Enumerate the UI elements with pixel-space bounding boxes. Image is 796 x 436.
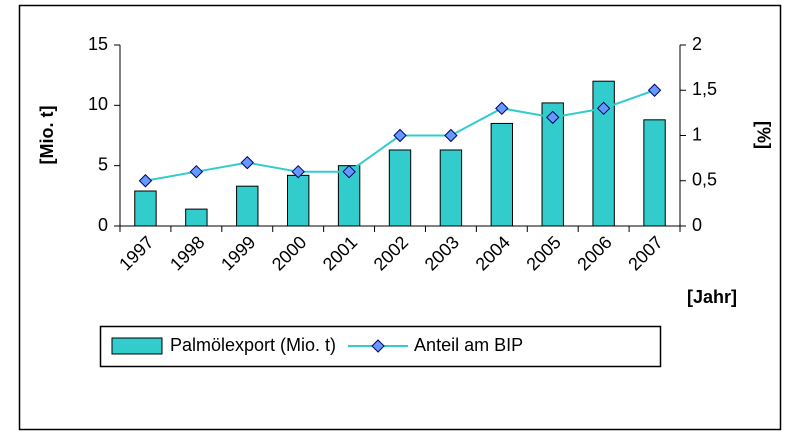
y-axis-title: [Mio. t] xyxy=(37,106,57,165)
line-marker xyxy=(546,110,560,125)
line-marker xyxy=(189,164,204,179)
bar xyxy=(185,208,208,227)
bar xyxy=(236,185,259,227)
legend-label: Palmölexport (Mio. t) xyxy=(170,335,336,355)
legend-swatch xyxy=(111,337,163,355)
y2-tick-label: 0,5 xyxy=(692,170,717,190)
bar xyxy=(490,122,514,227)
bar xyxy=(439,149,463,227)
y2-tick-label: 1,5 xyxy=(692,79,717,99)
y-tick-label: 15 xyxy=(88,34,108,54)
y-tick-label: 0 xyxy=(98,215,108,235)
x-axis-title: [Jahr] xyxy=(687,287,737,307)
line-marker xyxy=(596,101,611,116)
bar xyxy=(388,149,412,227)
line-marker xyxy=(393,128,407,143)
y2-axis-title: [%] xyxy=(753,121,773,149)
y-tick-label: 5 xyxy=(98,154,108,174)
bar xyxy=(643,119,666,227)
bar xyxy=(134,190,157,227)
line-marker xyxy=(444,128,458,143)
line-marker xyxy=(138,174,153,188)
y2-tick-label: 2 xyxy=(692,34,702,54)
bar xyxy=(286,174,310,227)
line-marker xyxy=(342,164,356,179)
bar xyxy=(541,102,564,227)
line-marker xyxy=(647,83,662,97)
y2-tick-label: 0 xyxy=(692,215,702,235)
line-marker xyxy=(495,101,509,116)
y-tick-label: 10 xyxy=(88,94,108,114)
legend-marker xyxy=(371,339,385,353)
legend-label: Anteil am BIP xyxy=(414,335,523,355)
line-marker xyxy=(240,155,254,170)
bar xyxy=(592,80,615,227)
line-marker xyxy=(291,164,305,179)
y2-tick-label: 1 xyxy=(692,124,702,144)
